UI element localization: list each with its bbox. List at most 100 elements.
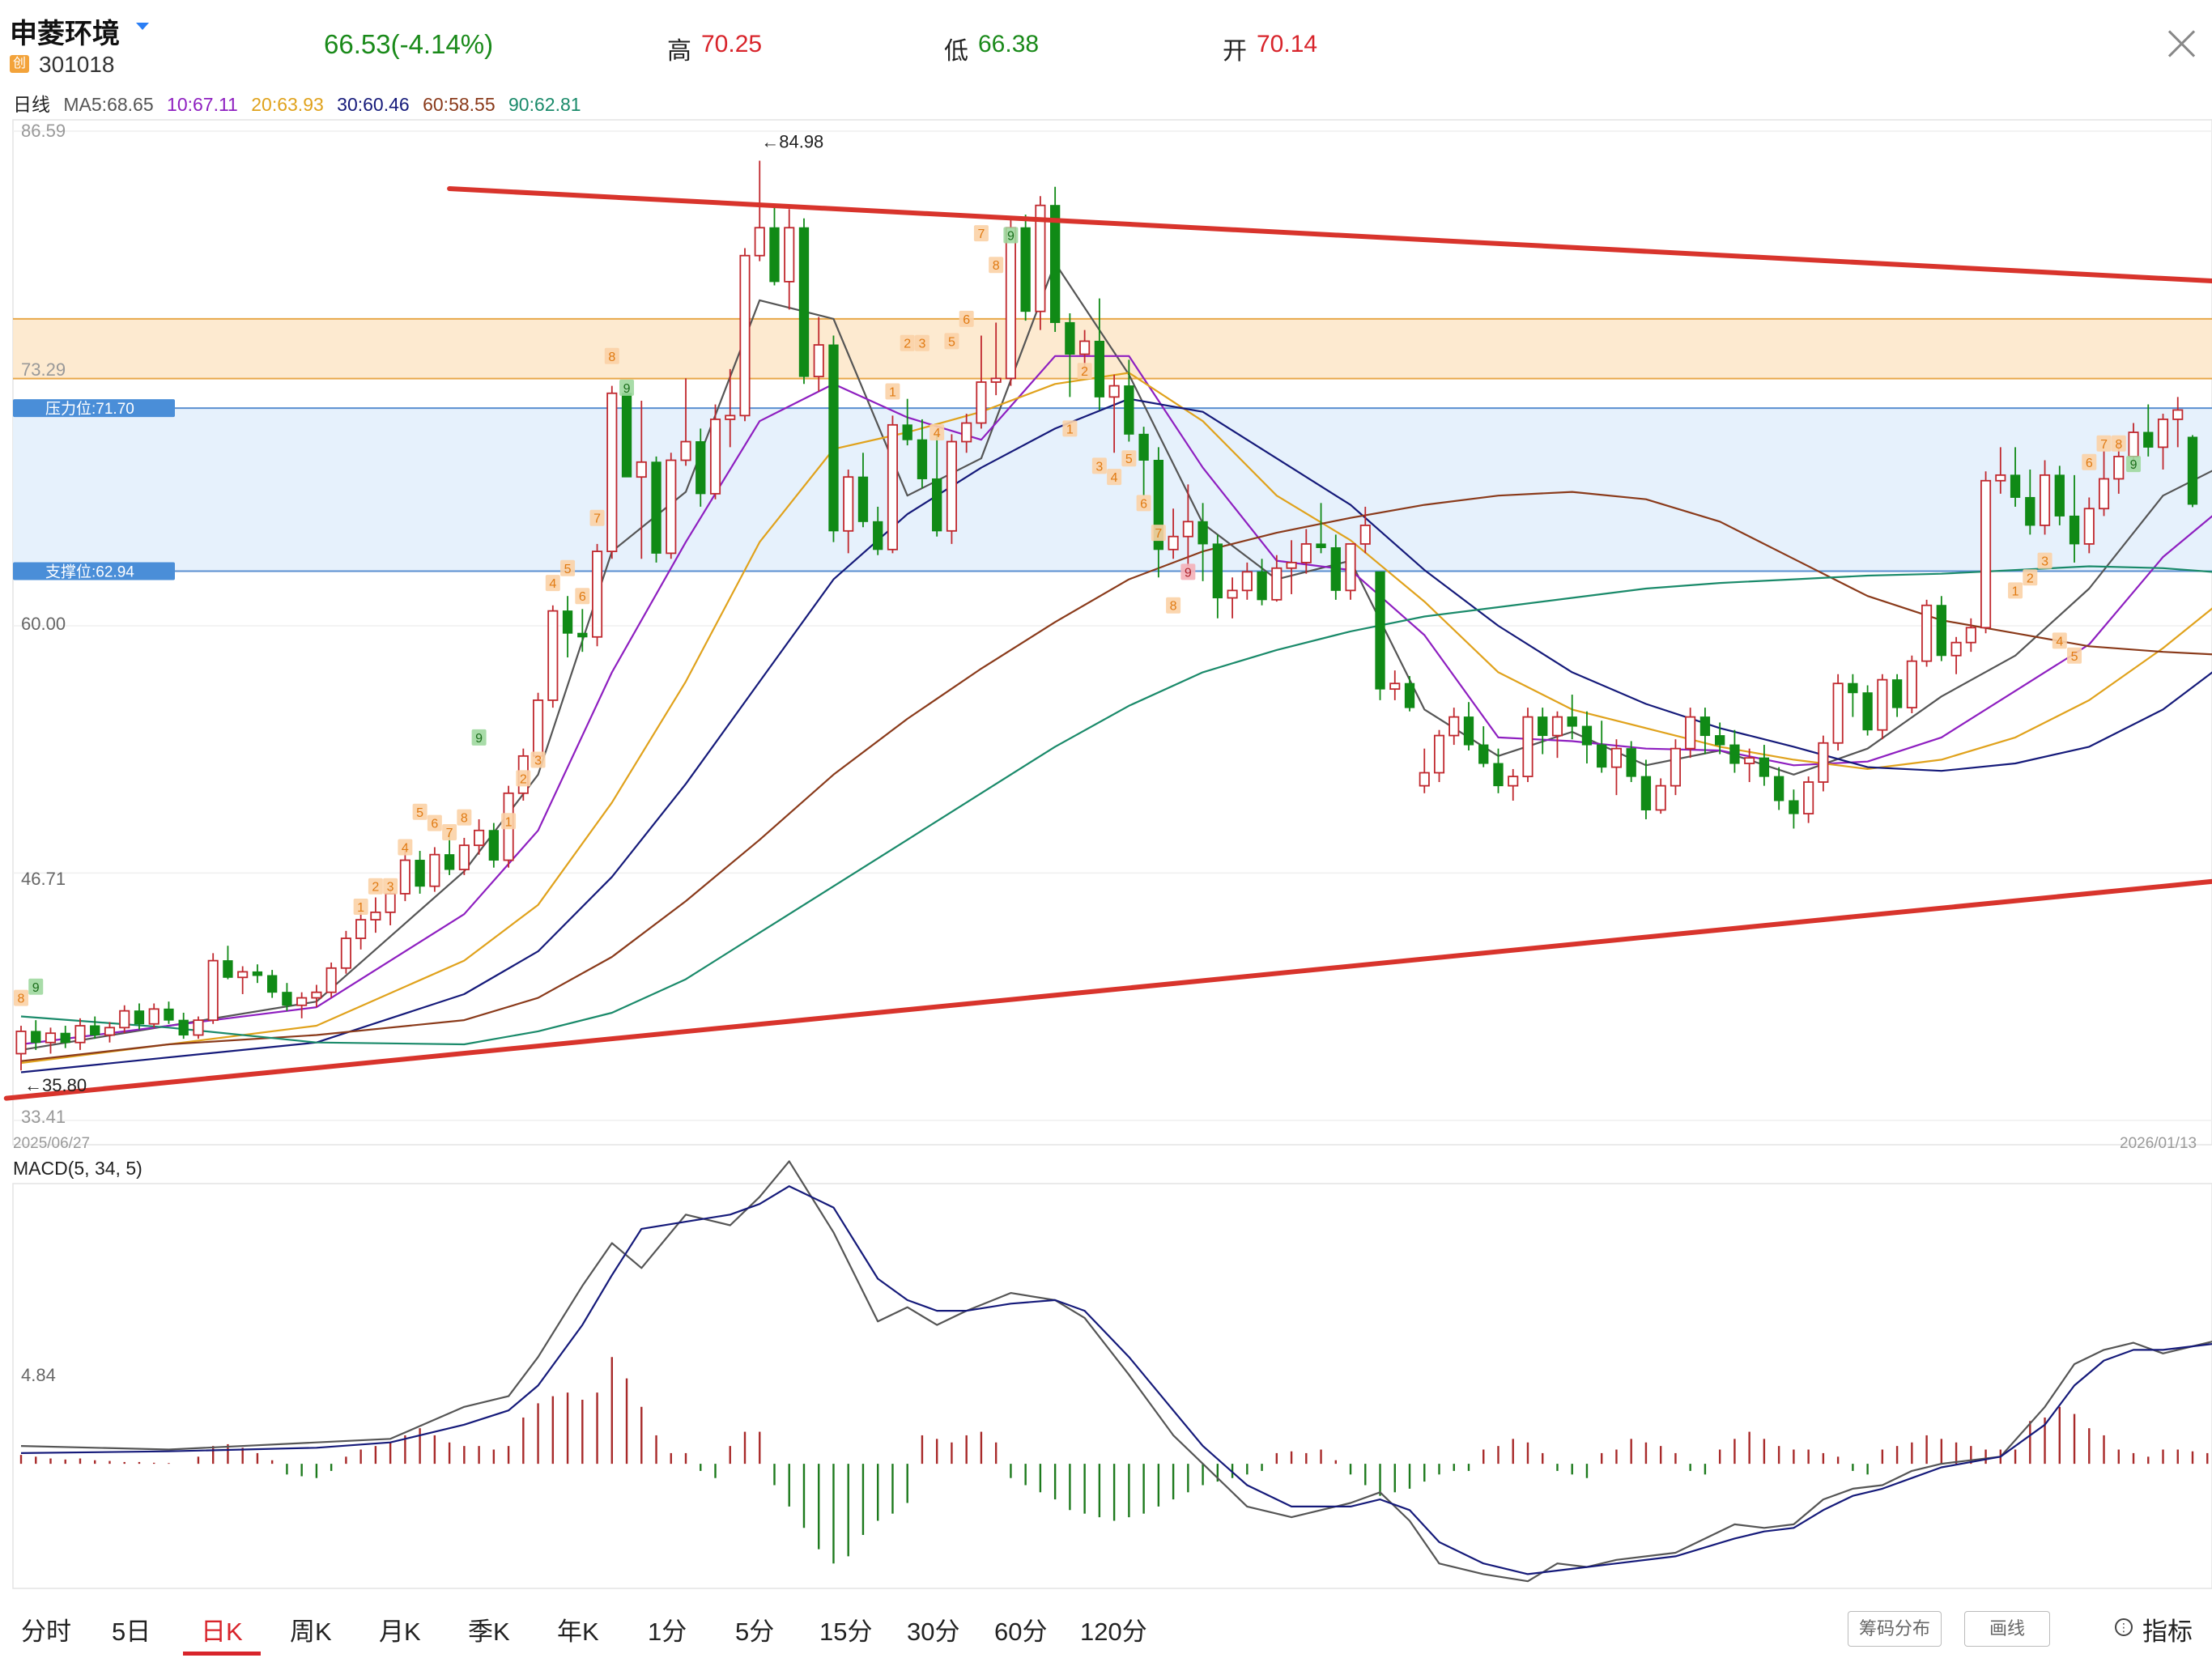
candle-body-93 bbox=[1389, 682, 1401, 691]
td-label-bg-23 bbox=[929, 424, 945, 441]
candle-body-67 bbox=[1005, 227, 1016, 380]
td-label-26: 7 bbox=[977, 227, 985, 241]
candle-body-42 bbox=[636, 461, 647, 478]
td-label-4: 3 bbox=[387, 881, 394, 895]
candle-body-62 bbox=[932, 478, 942, 532]
td-label-37: 9 bbox=[1185, 566, 1192, 580]
candle-body-44 bbox=[666, 459, 677, 555]
candle-body-24 bbox=[370, 911, 381, 920]
td-label-1: 9 bbox=[32, 981, 40, 995]
ma5-line bbox=[20, 261, 2212, 1051]
tab-intraday[interactable]: 分时 bbox=[21, 1618, 71, 1646]
candle-body-132 bbox=[1965, 627, 1976, 644]
candle-body-46 bbox=[696, 441, 706, 495]
td-label-bg-4 bbox=[383, 878, 398, 895]
td-label-29: 1 bbox=[1066, 423, 1074, 436]
stock-code: 301018 bbox=[39, 52, 115, 77]
candle-body-38 bbox=[577, 632, 588, 638]
candle-body-10 bbox=[164, 1008, 174, 1021]
tab-120min[interactable]: 120分 bbox=[1080, 1618, 1147, 1646]
low-value: 66.38 bbox=[978, 31, 1040, 57]
candle-body-55 bbox=[828, 344, 839, 532]
ma-legend[interactable]: 日线 MA5:68.65 10:67.11 20:63.93 30:60.46 … bbox=[13, 89, 589, 117]
tab-5day[interactable]: 5日 bbox=[112, 1618, 151, 1646]
chevron-down-icon[interactable] bbox=[136, 23, 149, 30]
candle-body-134 bbox=[1995, 474, 2006, 482]
tab-30min[interactable]: 30分 bbox=[907, 1618, 960, 1646]
candle-body-144 bbox=[2143, 432, 2154, 448]
candle-body-140 bbox=[2083, 508, 2095, 545]
candle-body-70 bbox=[1049, 205, 1061, 323]
candle-body-25 bbox=[385, 892, 396, 913]
candle-body-122 bbox=[1818, 742, 1829, 783]
candle-body-110 bbox=[1640, 776, 1652, 810]
td-label-12: 2 bbox=[520, 772, 527, 786]
candle-body-113 bbox=[1685, 716, 1696, 750]
candle-body-74 bbox=[1108, 385, 1120, 398]
ma10-value: 10:67.11 bbox=[167, 94, 238, 115]
candle-body-85 bbox=[1271, 567, 1283, 601]
candle-body-79 bbox=[1182, 521, 1193, 538]
price-change: (-4.14%) bbox=[390, 29, 494, 59]
macd-tick: 4.84 bbox=[21, 1365, 56, 1385]
candle-body-22 bbox=[340, 937, 351, 969]
candle-body-123 bbox=[1832, 682, 1844, 744]
candle-body-47 bbox=[709, 419, 721, 495]
td-label-bg-34 bbox=[1136, 495, 1151, 512]
price-value: 66.53 bbox=[324, 29, 391, 59]
td-label-6: 5 bbox=[416, 806, 423, 820]
tab-yearly-k[interactable]: 年K bbox=[557, 1618, 599, 1646]
candle-body-86 bbox=[1286, 561, 1297, 569]
candle-body-141 bbox=[2098, 478, 2110, 510]
trendline-1 bbox=[447, 186, 2212, 284]
main-panel-frame bbox=[12, 119, 2212, 1146]
td-label-bg-32 bbox=[1107, 469, 1122, 486]
candle-body-99 bbox=[1478, 744, 1489, 764]
tab-monthly-k[interactable]: 月K bbox=[379, 1618, 421, 1646]
td-label-31: 3 bbox=[1095, 460, 1103, 474]
quote-header: 申菱环境 创 301018 66.53(-4.14%) 高 70.25 低 66… bbox=[0, 0, 2212, 87]
td-label-bg-18 bbox=[604, 347, 619, 364]
tab-5min[interactable]: 5分 bbox=[735, 1618, 775, 1646]
chip-distribution-button[interactable]: 筹码分布 bbox=[1848, 1611, 1942, 1647]
candle-body-19 bbox=[296, 997, 308, 1006]
candle-body-96 bbox=[1433, 734, 1445, 774]
candle-body-126 bbox=[1877, 678, 1888, 731]
stock-name[interactable]: 申菱环境 bbox=[10, 19, 120, 49]
candle-body-104 bbox=[1551, 716, 1563, 737]
indicator-icon[interactable]: ⋮ bbox=[2115, 1618, 2133, 1636]
candle-body-101 bbox=[1508, 776, 1519, 787]
candle-body-105 bbox=[1567, 716, 1577, 727]
candle-body-51 bbox=[769, 227, 780, 283]
candle-body-139 bbox=[2069, 515, 2080, 545]
td-label-28: 9 bbox=[1007, 229, 1015, 243]
draw-line-button[interactable]: 画线 bbox=[1964, 1611, 2050, 1647]
high-value: 70.25 bbox=[701, 31, 763, 57]
candle-body-131 bbox=[1950, 641, 1962, 657]
tab-60min[interactable]: 60分 bbox=[994, 1618, 1048, 1646]
candle-body-137 bbox=[2039, 474, 2051, 526]
macd-legend[interactable]: MACD(5, 34, 5) bbox=[13, 1158, 143, 1179]
support-level-tag: 支撑位:62.94 bbox=[45, 563, 134, 580]
candle-body-114 bbox=[1699, 716, 1711, 737]
td-label-bg-30 bbox=[1077, 363, 1092, 380]
tab-quarterly-k[interactable]: 季K bbox=[468, 1618, 510, 1646]
ma-period: 日线 bbox=[13, 94, 50, 115]
td-label-bg-40 bbox=[2037, 552, 2052, 569]
td-label-30: 2 bbox=[1081, 365, 1088, 379]
tab-15min[interactable]: 15分 bbox=[819, 1618, 873, 1646]
td-label-39: 2 bbox=[2027, 572, 2034, 585]
tab-1min[interactable]: 1分 bbox=[648, 1618, 687, 1646]
td-label-0: 8 bbox=[18, 993, 25, 1006]
low-label: 低 bbox=[944, 38, 968, 65]
td-label-bg-44 bbox=[2096, 435, 2112, 452]
candle-body-53 bbox=[798, 227, 810, 377]
tab-weekly-k[interactable]: 周K bbox=[290, 1618, 332, 1646]
candle-body-12 bbox=[193, 1019, 204, 1036]
candle-body-31 bbox=[474, 829, 485, 847]
tab-daily-k[interactable]: 日K bbox=[201, 1618, 243, 1646]
candle-body-83 bbox=[1241, 571, 1253, 592]
indicator-button[interactable]: 指标 bbox=[2142, 1618, 2193, 1646]
td-label-bg-45 bbox=[2111, 435, 2126, 452]
